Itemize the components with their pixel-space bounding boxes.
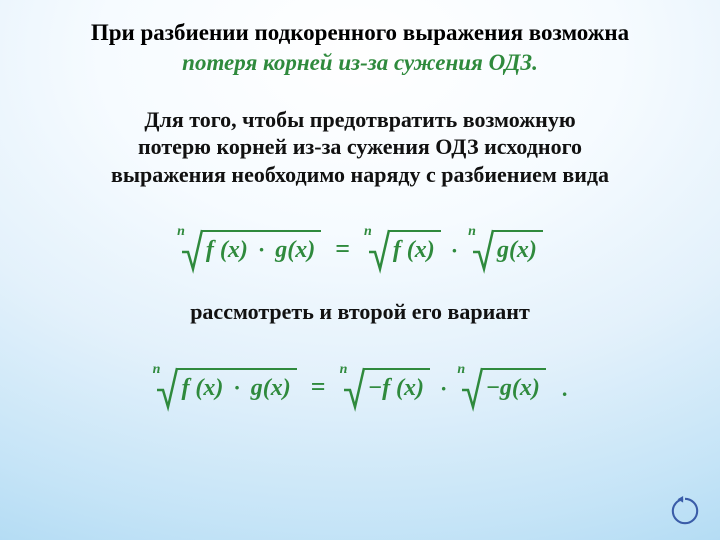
paragraph-1: Для того, чтобы предотвратить возможную … <box>34 106 686 189</box>
mult-dot: · <box>445 238 464 270</box>
root-degree: n <box>364 224 372 240</box>
radical-sign <box>157 368 177 408</box>
para1-line2: потерю корней из-за сужения ОДЗ исходног… <box>138 134 582 159</box>
radical-sign <box>462 368 482 408</box>
headline-text: При разбиении подкоренного выражения воз… <box>91 20 629 45</box>
para2-text: рассмотреть и второй его вариант <box>190 299 530 324</box>
back-button[interactable] <box>670 496 700 526</box>
formula-2: n f (x) · g(x) = n −f (x) <box>34 350 686 408</box>
root-neg-f: n −f (x) <box>340 368 430 408</box>
radicand-g: g(x) <box>493 230 543 270</box>
root-fg: n f (x) · g(x) <box>177 230 321 270</box>
g-of-x: g(x) <box>275 237 315 263</box>
mult-dot: · <box>254 237 269 262</box>
f-of-x: f (x) <box>206 237 248 263</box>
radicand-fg-2: f (x) · g(x) <box>177 368 296 408</box>
headline: При разбиении подкоренного выражения воз… <box>34 18 686 78</box>
formula-2-row: n f (x) · g(x) = n −f (x) <box>153 368 568 408</box>
root-f: n f (x) <box>364 230 441 270</box>
root-neg-g: n −g(x) <box>457 368 545 408</box>
g-of-x: g(x) <box>251 375 291 401</box>
root-degree: n <box>153 362 161 378</box>
formula-1-row: n f (x) · g(x) = n f (x) <box>177 230 543 270</box>
g-of-x: g(x) <box>500 375 540 401</box>
root-g: n g(x) <box>468 230 543 270</box>
neg-sign: − <box>368 375 382 401</box>
neg-sign: − <box>486 375 500 401</box>
root-degree: n <box>468 224 476 240</box>
root-degree: n <box>457 362 465 378</box>
back-arrow-icon <box>670 496 700 526</box>
root-fg-2: n f (x) · g(x) <box>153 368 297 408</box>
paragraph-2: рассмотреть и второй его вариант <box>34 298 686 326</box>
radicand-neg-f: −f (x) <box>364 368 430 408</box>
equals-sign: = <box>301 372 336 408</box>
g-of-x: g(x) <box>497 237 537 263</box>
f-of-x: f (x) <box>181 375 223 401</box>
root-degree: n <box>340 362 348 378</box>
equals-sign: = <box>325 234 360 270</box>
formula-1: n f (x) · g(x) = n f (x) <box>34 212 686 270</box>
radicand-neg-g: −g(x) <box>482 368 546 408</box>
f-of-x: f (x) <box>382 375 424 401</box>
radicand-fg: f (x) · g(x) <box>202 230 321 270</box>
f-of-x: f (x) <box>393 237 435 263</box>
mult-dot: · <box>229 375 244 400</box>
para1-line1: Для того, чтобы предотвратить возможную <box>144 107 575 132</box>
slide: При разбиении подкоренного выражения воз… <box>0 0 720 408</box>
root-degree: n <box>177 224 185 240</box>
formula-period: . <box>550 376 568 408</box>
mult-dot: · <box>434 376 453 408</box>
radical-sign <box>344 368 364 408</box>
para1-line3: выражения необходимо наряду с разбиением… <box>111 162 609 187</box>
headline-emphasis: потеря корней из-за сужения ОДЗ. <box>182 50 538 75</box>
radicand-f: f (x) <box>389 230 441 270</box>
